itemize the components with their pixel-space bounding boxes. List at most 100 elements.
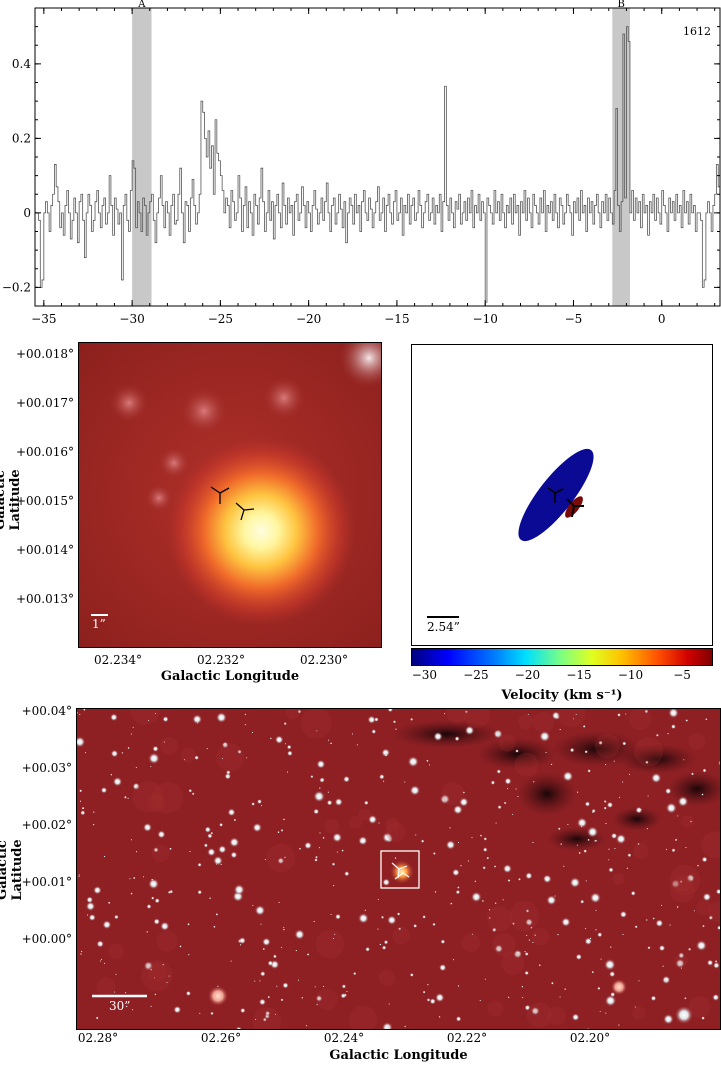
field-star <box>230 960 232 962</box>
field-star <box>578 851 581 855</box>
field-star <box>346 990 348 993</box>
field-star <box>645 918 648 922</box>
field-star <box>78 874 81 876</box>
field-star <box>164 923 167 926</box>
background-glow <box>594 733 620 759</box>
field-star <box>233 884 245 896</box>
field-star <box>621 781 624 783</box>
field-star <box>576 791 579 794</box>
field-star <box>718 760 720 766</box>
background-glow <box>631 1006 646 1020</box>
field-star <box>286 771 289 773</box>
field-star <box>162 963 165 966</box>
field-star <box>282 818 286 821</box>
field-star <box>689 820 693 823</box>
field-star <box>705 718 708 721</box>
field-star <box>587 826 599 838</box>
field-star <box>530 926 533 929</box>
background-glow <box>252 1007 282 1029</box>
field-star <box>163 741 166 743</box>
field-star <box>151 878 154 881</box>
field-star <box>525 918 533 927</box>
band-label-a: A <box>137 0 146 10</box>
field-star <box>585 880 587 882</box>
field-star <box>715 888 720 895</box>
field-star <box>216 712 227 723</box>
field-star <box>344 871 350 877</box>
field-star <box>605 822 607 825</box>
zoom-maser-marker-b <box>235 502 255 521</box>
field-star <box>691 772 694 776</box>
field-star <box>130 892 133 895</box>
field-star <box>329 742 333 745</box>
zoom-image: 1” <box>78 342 382 648</box>
field-star <box>587 769 591 773</box>
field-star <box>107 901 111 905</box>
background-glow <box>633 843 649 859</box>
field-star <box>334 797 343 807</box>
wide-x-tick-label: 02.22° <box>446 1031 488 1045</box>
field-star <box>482 866 486 870</box>
field-star <box>333 933 336 936</box>
field-star <box>450 902 453 905</box>
field-star <box>343 775 350 783</box>
field-star <box>283 926 285 929</box>
background-glow <box>160 736 179 756</box>
field-star <box>86 896 94 904</box>
field-star <box>609 946 612 949</box>
field-star <box>395 728 397 731</box>
field-star <box>282 928 285 931</box>
field-star <box>502 864 512 874</box>
field-star <box>129 877 131 880</box>
field-star <box>264 1010 271 1017</box>
wide-x-tick-label: 02.26° <box>200 1031 242 1045</box>
field-star <box>314 858 318 862</box>
field-star <box>674 838 678 842</box>
field-star <box>99 960 102 962</box>
field-star <box>262 937 271 947</box>
field-star <box>123 795 127 799</box>
field-star <box>494 944 504 953</box>
field-star <box>532 780 535 783</box>
field-star <box>392 720 397 724</box>
field-star <box>209 897 212 900</box>
field-star <box>378 822 380 824</box>
field-star <box>244 713 247 716</box>
field-star <box>322 985 325 988</box>
field-star <box>564 988 567 991</box>
field-star <box>135 766 138 769</box>
field-star <box>433 731 443 742</box>
field-star <box>550 763 553 766</box>
field-star <box>148 752 160 765</box>
field-star <box>562 865 565 868</box>
background-glow <box>669 865 701 896</box>
field-star <box>484 978 487 981</box>
field-star <box>149 765 152 768</box>
field-star <box>332 832 343 843</box>
field-star <box>88 913 96 922</box>
zoom-image-panel: 1” +00.018° +00.017° +00.016° +00.015° +00.0… <box>0 340 390 690</box>
field-star <box>330 913 332 916</box>
field-star <box>229 837 240 848</box>
field-star <box>341 849 344 852</box>
field-star <box>650 772 662 784</box>
field-star <box>314 986 316 988</box>
field-star <box>429 998 436 1005</box>
background-glow <box>216 743 244 772</box>
field-star <box>280 998 284 1002</box>
field-star <box>78 875 80 878</box>
zoom-y-tick-label: +00.017° <box>15 396 74 410</box>
field-star <box>388 1003 391 1005</box>
field-star <box>78 713 81 716</box>
field-star <box>580 825 583 828</box>
field-star <box>351 733 354 735</box>
field-star <box>272 954 277 959</box>
field-star <box>595 909 597 912</box>
field-star <box>154 898 160 904</box>
field-star <box>102 920 112 930</box>
spectrum-plot: A B −35 −30 −25 −20 −15 −10 −5 0 −0.2 0 0.2 0.4 1612 <box>2 0 721 326</box>
field-star <box>280 946 283 949</box>
field-star <box>84 751 87 754</box>
background-glow <box>498 734 516 752</box>
field-star <box>215 863 218 865</box>
